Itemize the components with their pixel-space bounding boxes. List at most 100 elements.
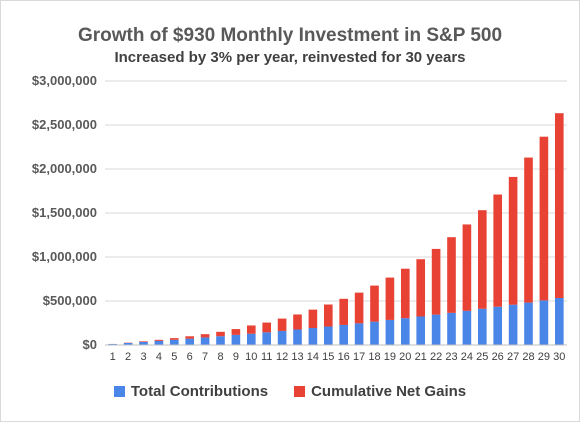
bar-cumulative-net-gains [231, 329, 241, 335]
bar-cumulative-net-gains [416, 259, 426, 317]
bar-cumulative-net-gains [262, 322, 272, 333]
y-tick-label: $3,000,000 [32, 73, 97, 88]
y-tick-label: $1,500,000 [32, 205, 97, 220]
x-tick-label: 22 [430, 351, 442, 363]
chart-subtitle: Increased by 3% per year, reinvested for… [114, 49, 466, 66]
x-tick-label: 17 [353, 351, 365, 363]
bar-cumulative-net-gains [185, 336, 195, 339]
x-tick-label: 13 [291, 351, 303, 363]
bar-chart: $0 $500,000 $1,000,000 $1,500,000 $2,000,000… [32, 73, 567, 363]
bar-total-contributions [431, 314, 441, 345]
bar-cumulative-net-gains [447, 237, 456, 313]
x-tick-label: 8 [217, 351, 223, 363]
x-tick-label: 16 [338, 351, 350, 363]
bar-cumulative-net-gains [216, 331, 225, 337]
legend-swatch-contributions [113, 386, 125, 397]
bar-total-contributions [293, 329, 302, 345]
bar-total-contributions [493, 306, 503, 345]
x-tick-label: 2 [125, 351, 131, 363]
x-tick-label: 18 [368, 351, 380, 363]
bar-cumulative-net-gains [139, 341, 148, 342]
bar-total-contributions [462, 310, 472, 345]
legend-item-contributions: Total Contributions [113, 383, 269, 400]
bar-cumulative-net-gains [246, 325, 256, 334]
x-tick-label: 27 [507, 351, 519, 363]
y-tick-label: $0 [83, 337, 97, 352]
bar-total-contributions [400, 318, 410, 345]
bar-total-contributions [308, 328, 318, 345]
bar-total-contributions [262, 332, 272, 345]
x-tick-label: 20 [399, 351, 411, 363]
x-tick-label: 19 [384, 351, 396, 363]
bar-cumulative-net-gains [385, 277, 395, 320]
bar-cumulative-net-gains [539, 136, 549, 301]
legend-swatch-net-gains [294, 386, 306, 397]
x-tick-label: 26 [492, 351, 504, 363]
x-tick-label: 9 [233, 351, 239, 363]
bar-total-contributions [200, 337, 210, 345]
x-tick-label: 28 [522, 351, 534, 363]
x-tick-label: 10 [245, 351, 257, 363]
bar-total-contributions [370, 321, 379, 345]
x-tick-label: 4 [156, 351, 162, 363]
chart-title: Growth of $930 Monthly Investment in S&P… [77, 25, 503, 46]
bar-cumulative-net-gains [339, 298, 349, 325]
bar-cumulative-net-gains [524, 157, 533, 303]
bar-total-contributions [169, 339, 179, 345]
x-tick-label: 1 [110, 351, 116, 363]
legend-label-net-gains: Cumulative Net Gains [311, 383, 467, 400]
bar-cumulative-net-gains [154, 339, 164, 341]
x-tick-label: 23 [445, 351, 457, 363]
bar-total-contributions [339, 324, 349, 345]
bar-total-contributions [246, 333, 256, 345]
bar-cumulative-net-gains [200, 334, 210, 338]
x-tick-label: 25 [476, 351, 488, 363]
y-tick-label: $500,000 [43, 293, 97, 308]
x-tick-label: 6 [187, 351, 193, 363]
bar-total-contributions [416, 316, 426, 345]
bar-cumulative-net-gains [431, 248, 441, 315]
chart-legend: Total Contributions Cumulative Net Gains [1, 383, 579, 400]
bar-total-contributions [216, 336, 225, 345]
x-tick-label: 29 [538, 351, 550, 363]
bar-total-contributions [323, 326, 333, 345]
bar-cumulative-net-gains [169, 338, 179, 340]
x-tick-label: 12 [276, 351, 288, 363]
bar-total-contributions [477, 308, 487, 345]
bar-total-contributions [185, 338, 195, 345]
bar-cumulative-net-gains [323, 304, 333, 327]
x-tick-label: 24 [461, 351, 473, 363]
bar-total-contributions [554, 298, 564, 345]
bar-cumulative-net-gains [293, 314, 302, 330]
bar-cumulative-net-gains [400, 268, 410, 319]
x-tick-label: 5 [171, 351, 177, 363]
x-tick-label: 14 [307, 351, 319, 363]
bar-cumulative-net-gains [308, 309, 318, 329]
x-tick-label: 11 [261, 351, 272, 363]
bar-total-contributions [123, 342, 133, 345]
bar-cumulative-net-gains [354, 292, 364, 324]
bar-total-contributions [539, 300, 549, 345]
y-tick-label: $1,000,000 [32, 249, 97, 264]
bar-cumulative-net-gains [277, 318, 287, 331]
bar-total-contributions [154, 340, 164, 345]
bar-total-contributions [277, 330, 287, 345]
bar-total-contributions [231, 334, 241, 345]
bar-total-contributions [139, 341, 148, 345]
x-tick-label: 3 [140, 351, 146, 363]
bar-total-contributions [385, 319, 395, 345]
x-tick-label: 21 [415, 351, 427, 363]
bar-cumulative-net-gains [493, 194, 503, 307]
bar-cumulative-net-gains [462, 224, 472, 311]
bar-cumulative-net-gains [477, 210, 487, 309]
bar-total-contributions [524, 302, 533, 345]
y-tick-label: $2,500,000 [32, 117, 97, 132]
bar-total-contributions [354, 323, 364, 345]
bar-total-contributions [508, 304, 518, 345]
x-tick-label: 7 [202, 351, 208, 363]
bar-cumulative-net-gains [370, 285, 379, 322]
legend-label-contributions: Total Contributions [130, 383, 269, 400]
x-tick-label: 15 [322, 351, 334, 363]
bar-total-contributions [447, 312, 456, 345]
